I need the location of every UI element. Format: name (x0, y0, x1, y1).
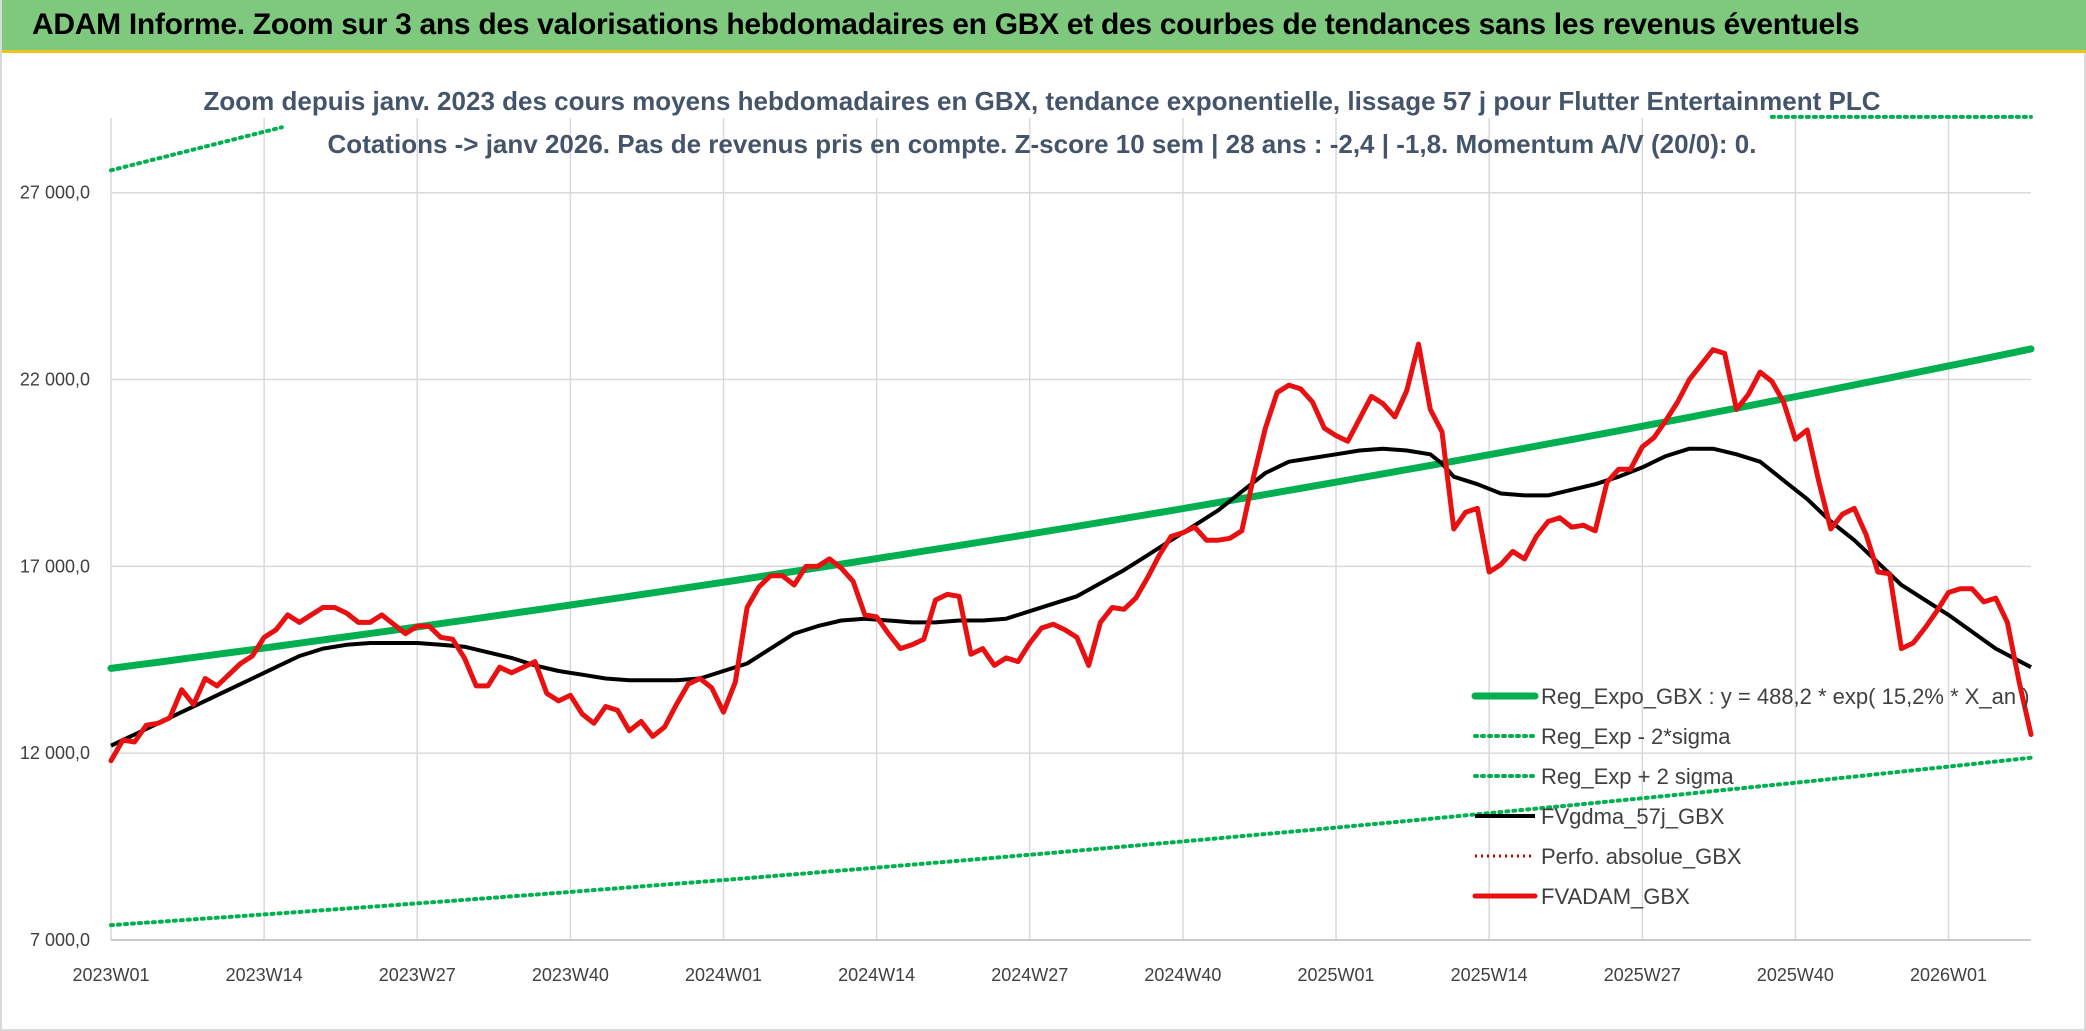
gridlines (110, 118, 2031, 941)
x-tick-label: 2023W40 (532, 965, 609, 985)
y-axis-labels: 7 000,0 12 000,0 17 000,0 22 000,0 27 000,0 (20, 183, 90, 950)
x-tick-label: 2024W14 (838, 965, 915, 985)
chart-title-line-1: Zoom depuis janv. 2023 des cours moyens … (204, 86, 1881, 116)
y-tick-label: 12 000,0 (20, 743, 90, 763)
report-banner: ADAM Informe. Zoom sur 3 ans des valoris… (2, 0, 2086, 53)
y-tick-label: 27 000,0 (20, 183, 90, 203)
series-reg_minus-line (109, 755, 2033, 928)
series-reg_expo-line (107, 345, 2035, 672)
legend-label-reg_plus: Reg_Exp + 2 sigma (1541, 764, 1734, 789)
y-tick-label: 22 000,0 (20, 370, 90, 390)
y-tick-label: 17 000,0 (20, 556, 90, 576)
y-tick-label: 7 000,0 (30, 930, 90, 950)
legend: Reg_Expo_GBX : y = 488,2 * exp( 15,2% * … (1471, 684, 2030, 909)
series-lines (107, 114, 2035, 928)
legend-label-fvadam: FVADAM_GBX (1541, 884, 1690, 909)
x-tick-label: 2023W14 (226, 965, 303, 985)
x-tick-label: 2024W01 (685, 965, 762, 985)
x-axis-labels: 2023W01 2023W14 2023W27 2023W40 2024W01 2024W… (72, 965, 1987, 985)
series-fvadam-line (108, 341, 2034, 764)
x-tick-label: 2025W01 (1297, 965, 1374, 985)
legend-label-fvgdma: FVgdma_57j_GBX (1541, 804, 1725, 829)
x-tick-label: 2025W40 (1757, 965, 1834, 985)
x-tick-label: 2025W27 (1604, 965, 1681, 985)
legend-label-reg_minus: Reg_Exp - 2*sigma (1541, 724, 1731, 749)
legend-label-perfo: Perfo. absolue_GBX (1541, 844, 1742, 869)
series-reg_plus-segment (109, 125, 284, 173)
legend-label-reg_expo: Reg_Expo_GBX : y = 488,2 * exp( 15,2% * … (1541, 684, 2030, 709)
x-tick-label: 2023W01 (72, 965, 149, 985)
x-tick-label: 2024W40 (1144, 965, 1221, 985)
series-fvgdma-line (110, 446, 2032, 748)
x-tick-label: 2024W27 (991, 965, 1068, 985)
chart-title-line-2: Cotations -> janv 2026. Pas de revenus p… (328, 129, 1757, 159)
report-title: ADAM Informe. Zoom sur 3 ans des valoris… (32, 8, 1860, 41)
x-tick-label: 2025W14 (1451, 965, 1528, 985)
x-tick-label: 2026W01 (1910, 965, 1987, 985)
x-tick-label: 2023W27 (379, 965, 456, 985)
